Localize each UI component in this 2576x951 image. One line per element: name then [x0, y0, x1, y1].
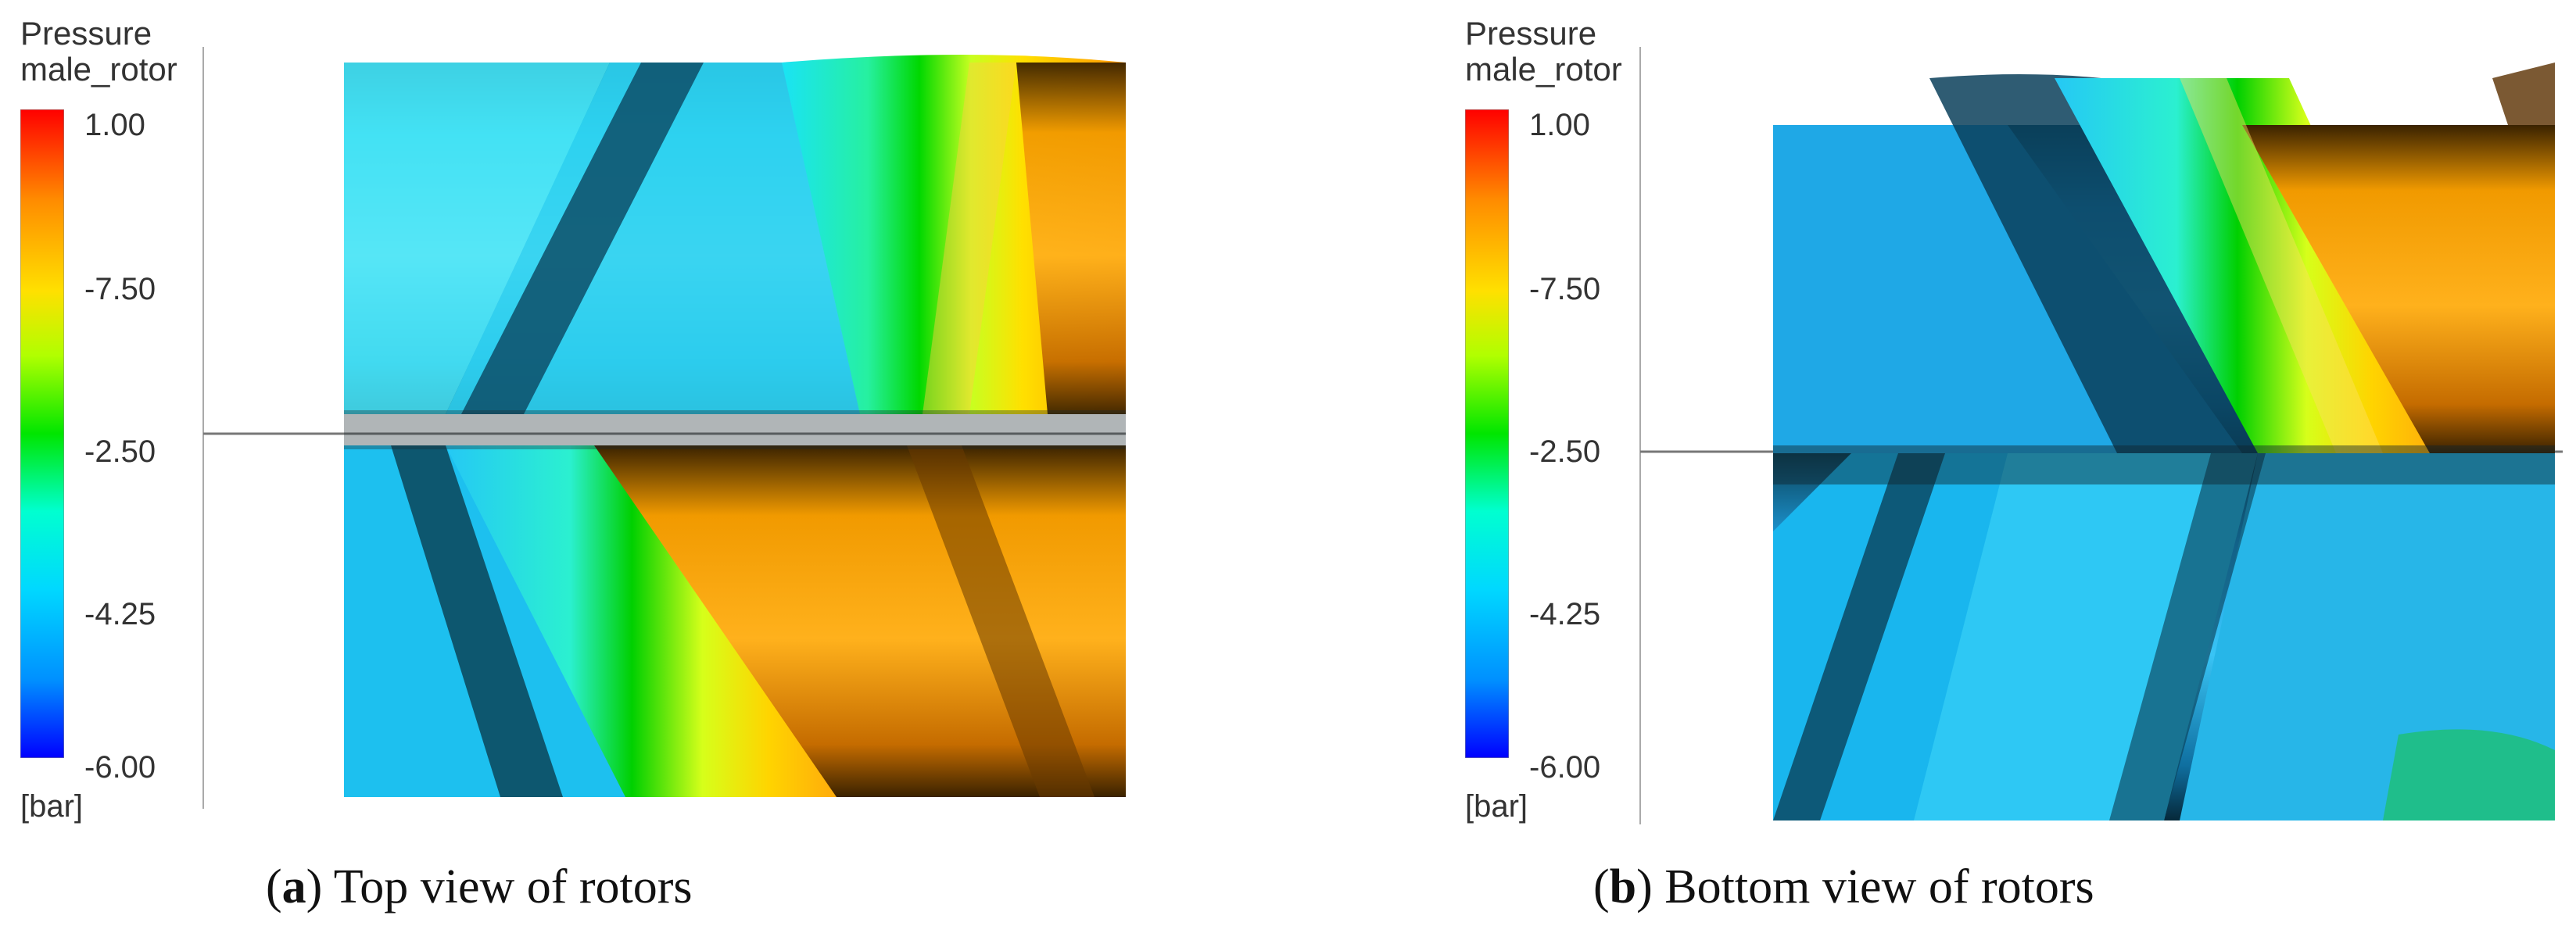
legend-quantity: Pressure	[1465, 15, 1597, 52]
colorbar-tick: 1.00	[84, 108, 145, 142]
legend-unit: [bar]	[1465, 789, 1528, 824]
rotor-render	[1639, 47, 2563, 824]
colorbar	[20, 109, 64, 758]
colorbar-tick: -4.25	[1529, 597, 1601, 631]
legend-title: Pressure male_rotor	[1465, 16, 1622, 88]
colorbar-tick: -2.50	[1529, 434, 1601, 469]
colorbar	[1465, 109, 1509, 758]
colorbar-tick: 1.00	[1529, 108, 1590, 142]
legend-title: Pressure male_rotor	[20, 16, 177, 88]
caption-text: Bottom view of rotors	[1652, 860, 2094, 913]
rotor-render	[202, 47, 1126, 809]
colorbar-tick: -6.00	[84, 750, 156, 785]
panel-top-view: Pressure male_rotor 1.00 -7.50 -2.50 -4.…	[20, 16, 1126, 913]
legend-subtitle: male_rotor	[20, 51, 177, 88]
figure-caption: (b) Bottom view of rotors	[1593, 860, 2094, 913]
colorbar-tick: -6.00	[1529, 750, 1601, 785]
colorbar-tick: -7.50	[84, 272, 156, 306]
colorbar-tick: -2.50	[84, 434, 156, 469]
legend-subtitle: male_rotor	[1465, 51, 1622, 88]
caption-letter: b	[1609, 860, 1637, 913]
legend-quantity: Pressure	[20, 15, 152, 52]
legend-unit: [bar]	[20, 789, 84, 824]
colorbar-tick: -7.50	[1529, 272, 1601, 306]
panel-bottom-view: Pressure male_rotor 1.00 -7.50 -2.50 -4.…	[1288, 0, 2576, 951]
figure-caption: (a) Top view of rotors	[266, 860, 693, 913]
caption-text: Top view of rotors	[322, 860, 693, 913]
caption-letter: a	[281, 860, 306, 913]
colorbar-tick: -4.25	[84, 597, 156, 631]
